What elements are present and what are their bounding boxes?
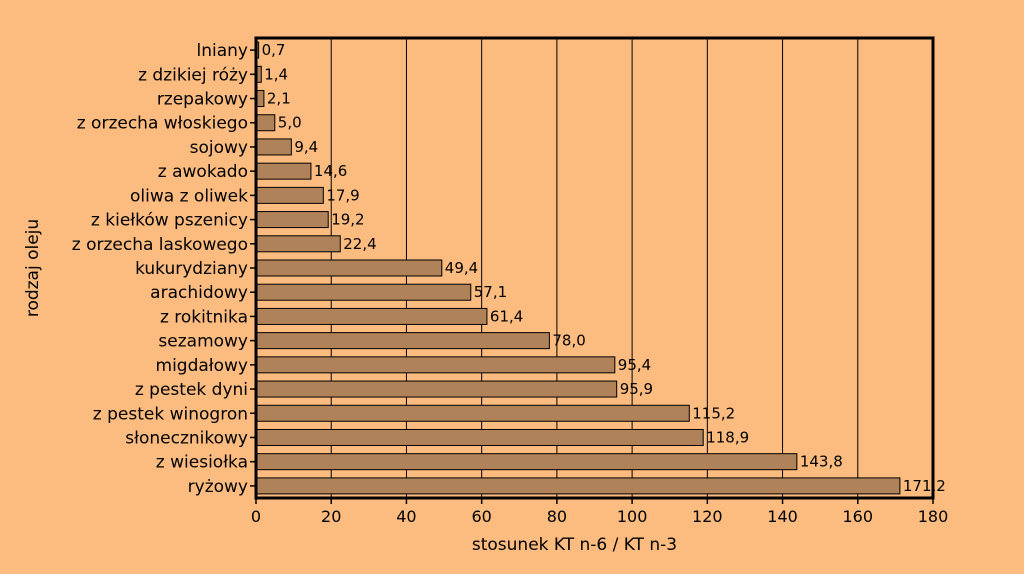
category-label: ryżowy <box>188 477 248 497</box>
value-label: 61,4 <box>490 307 523 325</box>
x-tick-label: 20 <box>321 507 341 526</box>
bars <box>255 41 901 495</box>
category-label: sojowy <box>190 138 248 158</box>
bar <box>255 453 798 471</box>
value-label: 95,4 <box>618 356 651 374</box>
category-label: z wiesiołka <box>156 453 248 473</box>
bar <box>255 211 329 229</box>
bar <box>255 477 901 495</box>
category-label: arachidowy <box>150 283 248 303</box>
category-label: migdałowy <box>156 356 248 376</box>
value-labels: 0,7 1,4 2,1 5,0 9,4 14,6 17,9 19,2 22,4 49,4 57,1 6… <box>262 41 946 495</box>
y-axis-title: rodzaj oleju <box>23 219 43 317</box>
x-tick-label: 160 <box>843 507 874 526</box>
category-label: z kiełków pszenicy <box>91 211 248 231</box>
bar <box>255 186 324 204</box>
category-label: rzepakowy <box>157 90 248 110</box>
x-axis-title: stosunek KT n-6 / KT n-3 <box>472 535 677 555</box>
value-label: 17,9 <box>326 186 359 204</box>
category-label: kukurydziany <box>135 259 248 279</box>
x-axis: 0 20 40 60 80 100 120 140 160 180 <box>251 498 948 526</box>
value-label: 49,4 <box>445 259 478 277</box>
x-tick-label: 120 <box>692 507 723 526</box>
category-label: sezamowy <box>158 332 248 352</box>
x-tick-label: 0 <box>251 507 261 526</box>
value-label: 22,4 <box>343 235 376 253</box>
bar <box>255 259 443 277</box>
value-label: 9,4 <box>294 138 318 156</box>
bar <box>255 235 341 253</box>
bar <box>255 307 488 325</box>
bar <box>255 138 292 156</box>
grid <box>330 38 859 498</box>
x-tick-label: 180 <box>918 507 949 526</box>
bar <box>255 356 616 374</box>
bar <box>255 114 276 132</box>
bar <box>255 332 550 350</box>
category-label: lniany <box>197 41 248 61</box>
value-label: 0,7 <box>262 41 286 59</box>
bar <box>255 380 618 398</box>
value-label: 2,1 <box>267 90 291 108</box>
value-label: 115,2 <box>692 404 735 422</box>
category-label: z pestek winogron <box>93 404 248 424</box>
category-label: z awokado <box>158 162 248 182</box>
value-label: 95,9 <box>620 380 653 398</box>
x-tick-label: 140 <box>767 507 798 526</box>
bar <box>255 283 472 301</box>
category-label: słonecznikowy <box>125 428 248 448</box>
y-axis: lniany z dzikiej róży rzepakowy z orzecha w… <box>72 41 256 497</box>
category-label: z dzikiej róży <box>138 65 248 85</box>
x-tick-label: 60 <box>471 507 491 526</box>
category-label: z orzecha laskowego <box>72 235 248 255</box>
value-label: 118,9 <box>706 428 749 446</box>
value-label: 78,0 <box>552 332 585 350</box>
x-tick-label: 40 <box>396 507 416 526</box>
value-label: 14,6 <box>314 162 347 180</box>
category-label: z pestek dyni <box>135 380 248 400</box>
value-label: 171,2 <box>903 477 946 495</box>
value-label: 143,8 <box>800 453 843 471</box>
x-tick-label: 80 <box>547 507 567 526</box>
bar <box>255 162 312 180</box>
value-label: 5,0 <box>278 114 302 132</box>
category-label: oliwa z oliwek <box>130 186 248 206</box>
bar <box>255 404 690 422</box>
value-label: 19,2 <box>331 211 364 229</box>
category-label: z orzecha włoskiego <box>77 114 248 134</box>
category-label: z rokitnika <box>160 307 248 327</box>
value-label: 1,4 <box>264 65 288 83</box>
bar <box>255 428 704 446</box>
x-tick-label: 100 <box>617 507 648 526</box>
value-label: 57,1 <box>474 283 507 301</box>
